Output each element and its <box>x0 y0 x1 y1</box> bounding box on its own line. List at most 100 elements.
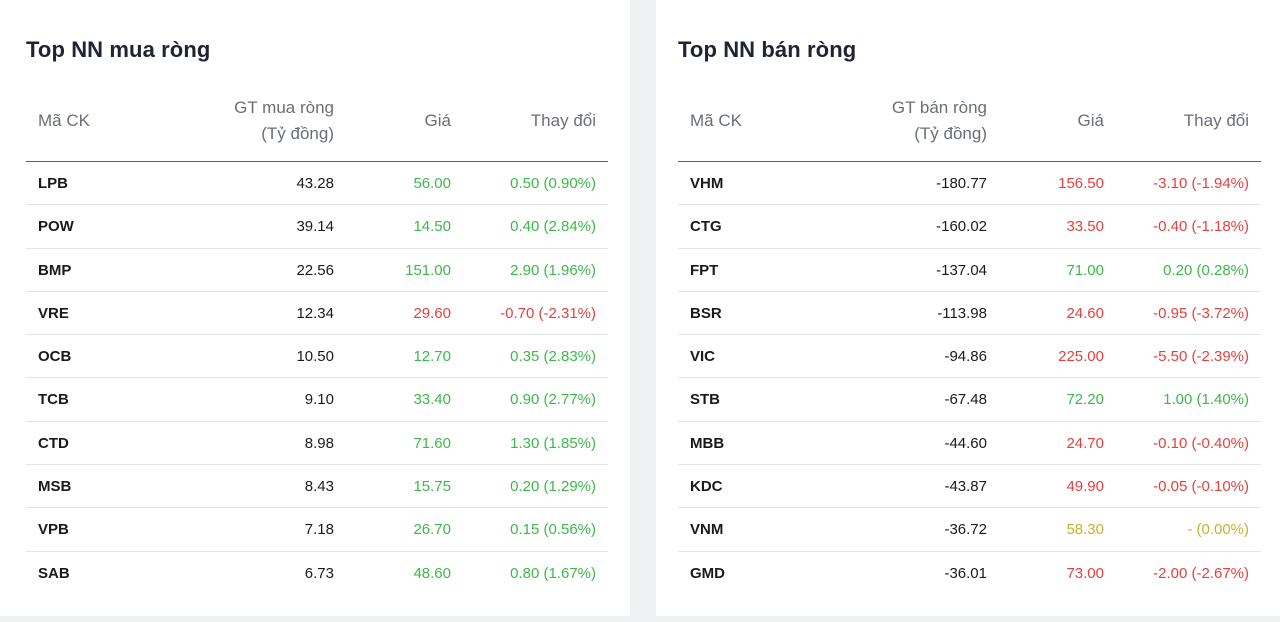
price: 58.30 <box>1066 521 1104 539</box>
stock-code[interactable]: SAB <box>38 564 70 582</box>
price-change: 2.90 (1.96%) <box>510 261 596 279</box>
table-row[interactable]: FPT -137.04 71.00 0.20 (0.28%) <box>678 249 1261 292</box>
table-row[interactable]: VNM -36.72 58.30 - (0.00%) <box>678 508 1261 552</box>
table-row[interactable]: CTD 8.98 71.60 1.30 (1.85%) <box>26 422 608 466</box>
table-row[interactable]: VIC -94.86 225.00 -5.50 (-2.39%) <box>678 335 1261 379</box>
table-row[interactable]: GMD -36.01 73.00 -2.00 (-2.67%) <box>678 552 1261 595</box>
column-header-code[interactable]: Mã CK <box>690 111 742 130</box>
stock-code[interactable]: BSR <box>690 304 722 322</box>
table-row[interactable]: MBB -44.60 24.70 -0.10 (-0.40%) <box>678 422 1261 466</box>
price: 33.40 <box>413 391 451 409</box>
stock-code[interactable]: VHM <box>690 175 724 192</box>
table-row[interactable]: OCB 10.50 12.70 0.35 (2.83%) <box>26 335 608 379</box>
net-value: 8.43 <box>304 478 334 496</box>
stock-code[interactable]: VPB <box>38 521 69 539</box>
net-value: -137.04 <box>936 261 987 279</box>
column-header-value-line1: GT bán ròng <box>891 98 987 117</box>
price-change: - (0.00%) <box>1187 521 1249 539</box>
stock-code[interactable]: CTG <box>690 218 722 236</box>
price: 71.60 <box>413 434 451 452</box>
stock-code[interactable]: VRE <box>38 304 69 322</box>
price: 56.00 <box>413 175 451 192</box>
stock-code[interactable]: FPT <box>690 261 719 279</box>
stock-code[interactable]: OCB <box>38 348 72 366</box>
price: 26.70 <box>413 521 451 539</box>
price-change: 0.15 (0.56%) <box>510 521 596 539</box>
column-header-change[interactable]: Thay đổi <box>1183 111 1249 130</box>
price-change: -0.95 (-3.72%) <box>1153 304 1249 322</box>
net-value: -36.01 <box>944 564 987 582</box>
net-value: -94.86 <box>944 348 987 366</box>
stock-code[interactable]: VIC <box>690 348 716 366</box>
net-value: 22.56 <box>296 261 334 279</box>
price-change: -0.05 (-0.10%) <box>1153 478 1249 496</box>
stock-code[interactable]: VNM <box>690 521 724 539</box>
price: 49.90 <box>1066 478 1104 496</box>
price: 15.75 <box>413 478 451 496</box>
price: 73.00 <box>1066 564 1104 582</box>
table-row[interactable]: VHM -180.77 156.50 -3.10 (-1.94%) <box>678 162 1261 206</box>
column-header-price[interactable]: Giá <box>1077 111 1104 130</box>
price: 24.70 <box>1066 434 1104 452</box>
table-row[interactable]: SAB 6.73 48.60 0.80 (1.67%) <box>26 552 608 595</box>
price-change: -0.70 (-2.31%) <box>500 304 596 322</box>
stock-code[interactable]: MBB <box>690 434 725 452</box>
column-header-value-line1: GT mua ròng <box>234 98 334 117</box>
stock-code[interactable]: BMP <box>38 261 72 279</box>
stock-code[interactable]: MSB <box>38 478 72 496</box>
stock-code[interactable]: STB <box>690 391 720 409</box>
net-buy-table: Mã CK GT mua ròng (Tỷ đồng) Giá Thay đổi… <box>26 86 608 595</box>
price: 29.60 <box>413 304 451 322</box>
table-row[interactable]: VRE 12.34 29.60 -0.70 (-2.31%) <box>26 292 608 336</box>
table-row[interactable]: POW 39.14 14.50 0.40 (2.84%) <box>26 205 608 249</box>
net-value: -44.60 <box>944 434 987 452</box>
table-body: LPB 43.28 56.00 0.50 (0.90%) POW 39.14 14.50 0.… <box>26 162 608 595</box>
table-row[interactable]: BMP 22.56 151.00 2.90 (1.96%) <box>26 249 608 292</box>
net-value: 7.18 <box>304 521 334 539</box>
stock-code[interactable]: TCB <box>38 391 69 409</box>
price-change: 0.80 (1.67%) <box>510 564 596 582</box>
net-value: -36.72 <box>944 521 987 539</box>
net-value: -160.02 <box>936 218 987 236</box>
price: 72.20 <box>1066 391 1104 409</box>
column-header-price[interactable]: Giá <box>424 111 451 130</box>
price-change: 0.20 (0.28%) <box>1163 261 1249 279</box>
price-change: 0.90 (2.77%) <box>510 391 596 409</box>
stock-code[interactable]: KDC <box>690 478 723 496</box>
price-change: -5.50 (-2.39%) <box>1153 348 1249 366</box>
column-header-code[interactable]: Mã CK <box>38 111 90 130</box>
price-change: -0.40 (-1.18%) <box>1153 218 1249 236</box>
column-header-value[interactable]: GT bán ròng (Tỷ đồng) <box>892 95 987 147</box>
table-row[interactable]: STB -67.48 72.20 1.00 (1.40%) <box>678 378 1261 422</box>
stock-code[interactable]: CTD <box>38 434 69 452</box>
table-row[interactable]: BSR -113.98 24.60 -0.95 (-3.72%) <box>678 292 1261 336</box>
net-sell-table: Mã CK GT bán ròng (Tỷ đồng) Giá Thay đổi… <box>678 86 1261 595</box>
net-value: -67.48 <box>944 391 987 409</box>
column-header-value[interactable]: GT mua ròng (Tỷ đồng) <box>234 95 334 147</box>
price-change: 0.50 (0.90%) <box>510 175 596 192</box>
price: 33.50 <box>1066 218 1104 236</box>
price: 12.70 <box>413 348 451 366</box>
price-change: -0.10 (-0.40%) <box>1153 434 1249 452</box>
price: 71.00 <box>1066 261 1104 279</box>
column-header-change[interactable]: Thay đổi <box>530 111 596 130</box>
column-header-value-line2: (Tỷ đồng) <box>914 124 987 143</box>
table-row[interactable]: MSB 8.43 15.75 0.20 (1.29%) <box>26 465 608 509</box>
price-change: 0.40 (2.84%) <box>510 218 596 236</box>
stock-code[interactable]: POW <box>38 218 74 236</box>
table-row[interactable]: TCB 9.10 33.40 0.90 (2.77%) <box>26 378 608 422</box>
stock-code[interactable]: LPB <box>38 175 68 192</box>
net-value: 39.14 <box>296 218 334 236</box>
table-row[interactable]: KDC -43.87 49.90 -0.05 (-0.10%) <box>678 465 1261 509</box>
column-header-value-line2: (Tỷ đồng) <box>261 124 334 143</box>
stock-code[interactable]: GMD <box>690 564 725 582</box>
table-row[interactable]: LPB 43.28 56.00 0.50 (0.90%) <box>26 162 608 206</box>
price-change: -3.10 (-1.94%) <box>1153 175 1249 192</box>
net-value: 10.50 <box>296 348 334 366</box>
price: 156.50 <box>1058 175 1104 192</box>
net-value: -43.87 <box>944 478 987 496</box>
net-value: 9.10 <box>304 391 334 409</box>
table-row[interactable]: VPB 7.18 26.70 0.15 (0.56%) <box>26 508 608 552</box>
table-row[interactable]: CTG -160.02 33.50 -0.40 (-1.18%) <box>678 205 1261 249</box>
price: 225.00 <box>1058 348 1104 366</box>
